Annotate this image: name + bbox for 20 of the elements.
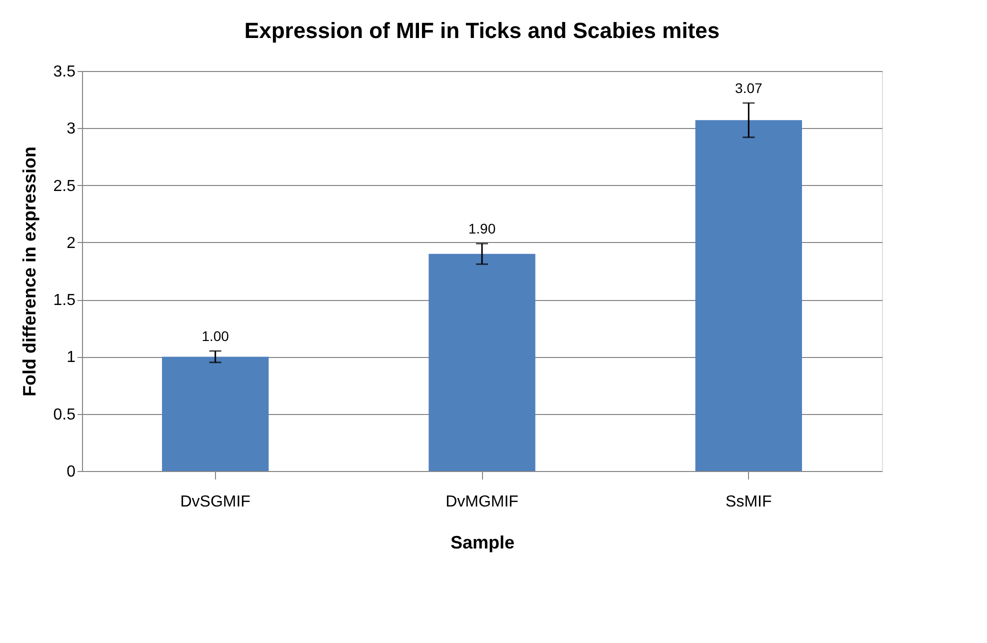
bar: [428, 254, 536, 471]
y-tick-label: 2.5: [53, 178, 76, 195]
y-tick-label: 3: [66, 120, 76, 138]
x-tick-label: SsMIF: [726, 494, 772, 510]
x-tick-label: DvMGMIF: [446, 494, 519, 510]
bar: [695, 120, 802, 471]
x-tick-label: DvSGMIF: [180, 494, 251, 510]
bar: [162, 356, 269, 471]
y-axis-title: Fold difference in expression: [19, 146, 40, 397]
y-tick-label: 3.5: [53, 64, 76, 80]
data-label: 1.90: [468, 220, 496, 237]
y-tick-label: 2: [66, 234, 76, 252]
x-axis-title: Sample: [450, 532, 515, 552]
data-label: 3.07: [735, 80, 763, 96]
y-tick-label: 1.5: [53, 292, 76, 310]
data-label: 1.00: [202, 328, 230, 344]
y-tick-label: 1: [66, 349, 76, 366]
chart-title: Expression of MIF in Ticks and Scabies mites: [244, 18, 720, 43]
y-tick-label: 0: [66, 464, 76, 480]
y-tick-label: 0.5: [53, 406, 76, 424]
